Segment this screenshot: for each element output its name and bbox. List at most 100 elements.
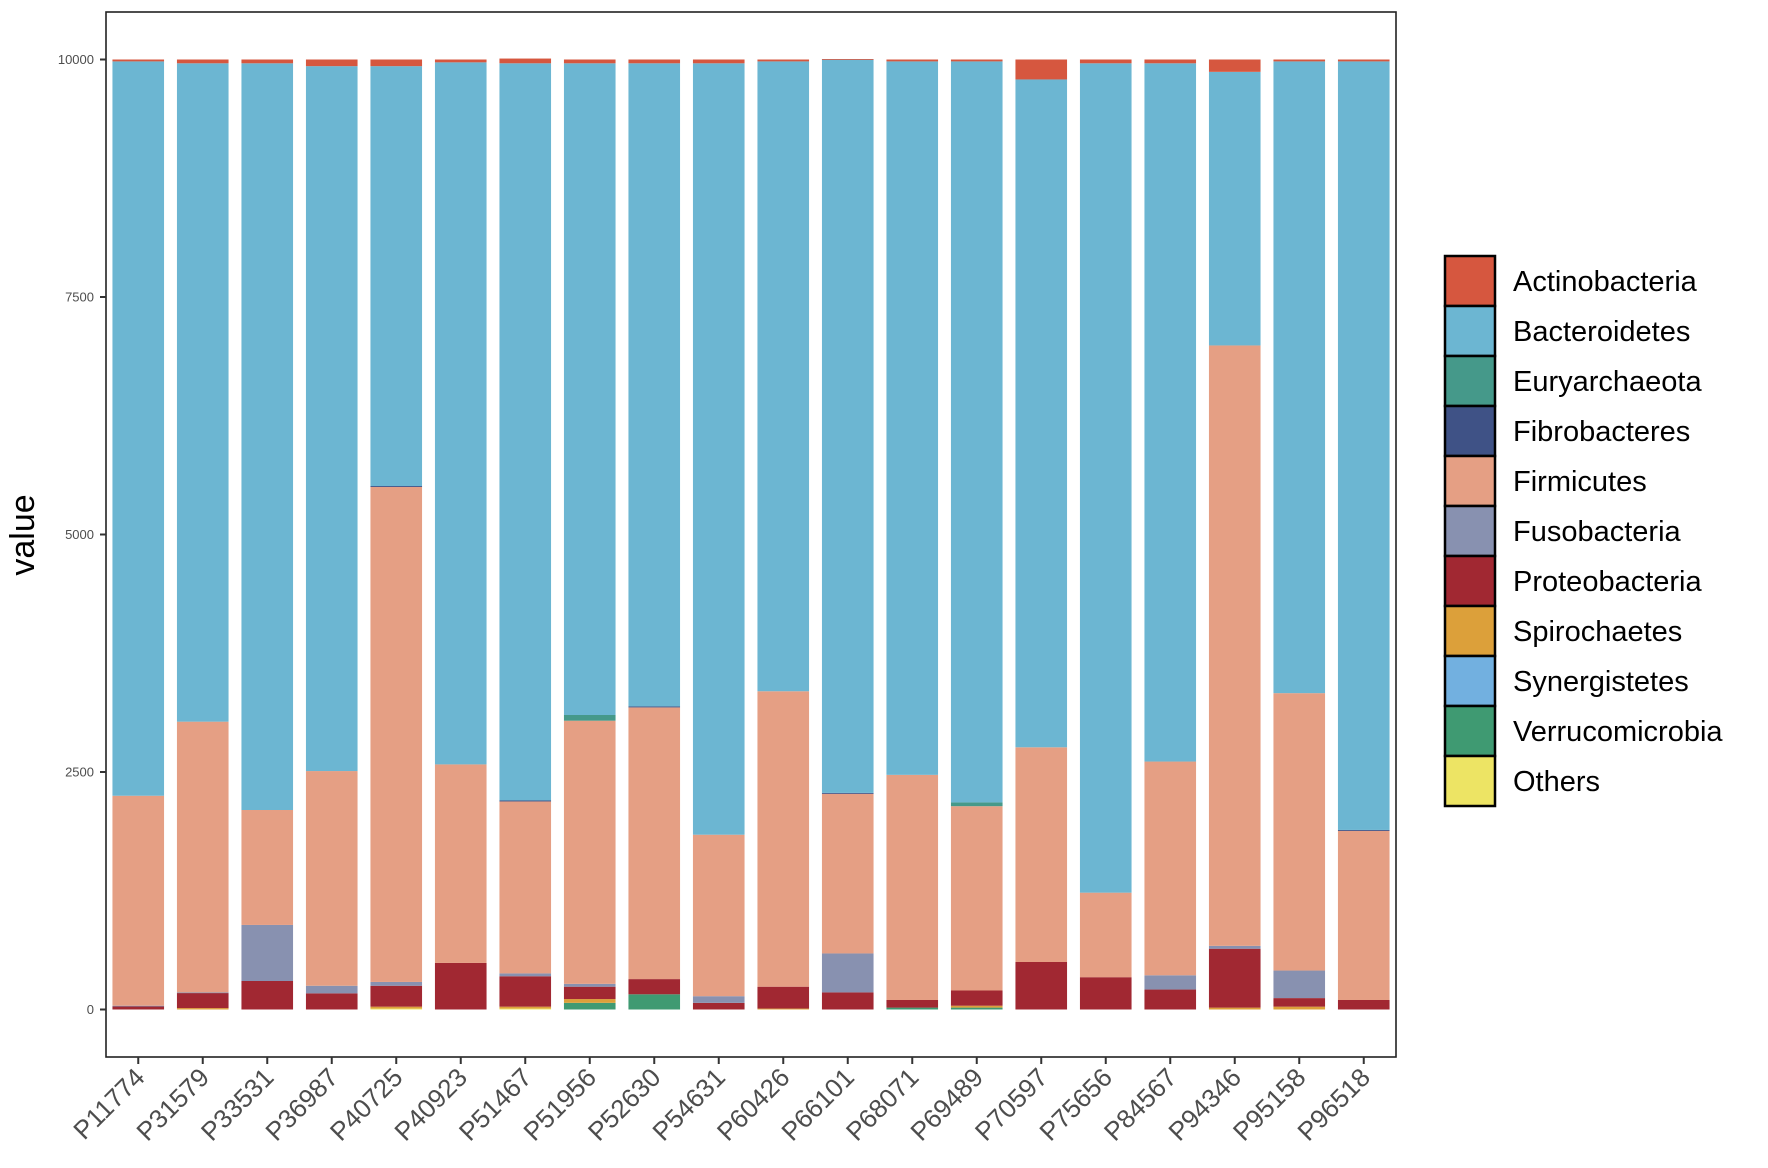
- bar-segment-bacteroidetes-p75656: [1079, 63, 1132, 893]
- legend-swatch-others: [1443, 754, 1497, 808]
- bar-segment-bacteroidetes-p11774: [112, 61, 165, 796]
- bar-segment-fusobacteria-p40725: [370, 981, 423, 986]
- bar-segment-fusobacteria-p95158: [1273, 970, 1326, 999]
- bars-group: [112, 58, 1390, 1010]
- bar-segment-fibrobacteres-p52630: [628, 706, 681, 708]
- legend: Actinobacteria Bacteroidetes Euryarchaeota…: [1443, 254, 1723, 808]
- bar-segment-euryarchaeota-p51956: [563, 715, 616, 721]
- bar-segment-spirochaetes-p60426: [757, 1008, 810, 1010]
- bar-segment-firmicutes-p94346: [1208, 345, 1261, 946]
- bar-segment-bacteroidetes-p33531: [241, 63, 294, 811]
- bar-segment-firmicutes-p33531: [241, 810, 294, 925]
- bar-segment-proteobacteria-p51467: [499, 976, 552, 1007]
- bar-segment-bacteroidetes-p84567: [1144, 63, 1197, 762]
- plot-panel: [105, 11, 1397, 1058]
- bar-segment-bacteroidetes-p54631: [692, 63, 745, 835]
- bar-segment-proteobacteria-p66101: [821, 992, 874, 1010]
- bar-segment-spirochaetes-p31579: [176, 1008, 229, 1010]
- legend-label-actinobacteria: Actinobacteria: [1513, 266, 1698, 298]
- bar-segment-firmicutes-p54631: [692, 834, 745, 997]
- bar-segment-firmicutes-p75656: [1079, 892, 1132, 978]
- bar-segment-actinobacteria-p33531: [241, 59, 294, 64]
- bar-segment-spirochaetes-p94346: [1208, 1007, 1261, 1010]
- bar-segment-firmicutes-p70597: [1015, 747, 1068, 962]
- bar-segment-firmicutes-p66101: [821, 793, 874, 954]
- bar-segment-spirochaetes-p69489: [950, 1005, 1003, 1008]
- bar-segment-actinobacteria-p84567: [1144, 59, 1197, 64]
- bar-segment-bacteroidetes-p95158: [1273, 61, 1326, 694]
- bar-segment-proteobacteria-p96518: [1337, 1000, 1390, 1010]
- y-axis: 0 2500 5000 7500 10000: [58, 52, 106, 1017]
- y-tick-label: 0: [87, 1002, 94, 1017]
- legend-swatch-verrucomicrobia: [1443, 704, 1497, 758]
- bar-segment-actinobacteria-p54631: [692, 59, 745, 64]
- bar-segment-fusobacteria-p66101: [821, 953, 874, 993]
- bar-segment-verrucomicrobia-p68071: [886, 1007, 939, 1010]
- bar-segment-firmicutes-p69489: [950, 806, 1003, 991]
- bar-segment-proteobacteria-p11774: [112, 1006, 165, 1010]
- bar-segment-others-p40725: [370, 1008, 423, 1010]
- bar-segment-proteobacteria-p52630: [628, 979, 681, 995]
- bar-segment-actinobacteria-p52630: [628, 59, 681, 64]
- y-tick-label: 10000: [58, 52, 94, 67]
- bar-segment-fusobacteria-p11774: [112, 1005, 165, 1007]
- bar-segment-actinobacteria-p94346: [1208, 59, 1261, 72]
- bar-segment-actinobacteria-p70597: [1015, 59, 1068, 80]
- bar-segment-verrucomicrobia-p51956: [563, 1002, 616, 1010]
- bar-segment-fibrobacteres-p66101: [821, 792, 874, 794]
- legend-label-fusobacteria: Fusobacteria: [1513, 516, 1682, 548]
- legend-swatch-firmicutes: [1443, 454, 1497, 508]
- bar-segment-firmicutes-p52630: [628, 707, 681, 980]
- bar-segment-proteobacteria-p33531: [241, 981, 294, 1010]
- bar-segment-actinobacteria-p51467: [499, 58, 552, 64]
- bar-segment-actinobacteria-p40923: [434, 59, 487, 63]
- legend-swatch-spirochaetes: [1443, 604, 1497, 658]
- x-axis: P11774P31579P33531P36987P40725P40923P514…: [67, 1057, 1376, 1147]
- bar-segment-bacteroidetes-p96518: [1337, 61, 1390, 830]
- bar-segment-bacteroidetes-p40923: [434, 62, 487, 765]
- bar-segment-proteobacteria-p40725: [370, 985, 423, 1007]
- legend-swatch-actinobacteria: [1443, 254, 1497, 308]
- legend-swatch-fusobacteria: [1443, 504, 1497, 558]
- bar-segment-firmicutes-p84567: [1144, 761, 1197, 976]
- bar-segment-actinobacteria-p40725: [370, 59, 423, 67]
- bar-segment-proteobacteria-p60426: [757, 986, 810, 1009]
- bar-segment-proteobacteria-p84567: [1144, 989, 1197, 1010]
- y-axis-title: value: [4, 494, 42, 575]
- bar-segment-firmicutes-p40725: [370, 487, 423, 982]
- legend-swatch-euryarchaeota: [1443, 354, 1497, 408]
- legend-label-spirochaetes: Spirochaetes: [1513, 616, 1682, 648]
- bar-segment-proteobacteria-p75656: [1079, 977, 1132, 1010]
- bar-segment-fusobacteria-p54631: [692, 996, 745, 1003]
- bar-segment-firmicutes-p36987: [305, 771, 358, 986]
- bar-segment-firmicutes-p51956: [563, 720, 616, 984]
- bar-segment-bacteroidetes-p94346: [1208, 71, 1261, 346]
- bar-segment-fusobacteria-p36987: [305, 985, 358, 994]
- bar-segment-spirochaetes-p51956: [563, 999, 616, 1003]
- legend-label-firmicutes: Firmicutes: [1513, 466, 1647, 498]
- y-tick-label: 5000: [65, 527, 94, 542]
- bar-segment-fusobacteria-p51956: [563, 983, 616, 987]
- bar-segment-proteobacteria-p36987: [305, 993, 358, 1010]
- bar-segment-bacteroidetes-p66101: [821, 59, 874, 793]
- bar-segment-fusobacteria-p51467: [499, 973, 552, 977]
- bar-segment-proteobacteria-p69489: [950, 990, 1003, 1006]
- bar-segment-bacteroidetes-p52630: [628, 63, 681, 707]
- bar-segment-bacteroidetes-p51956: [563, 63, 616, 716]
- bar-segment-proteobacteria-p95158: [1273, 998, 1326, 1007]
- legend-swatch-proteobacteria: [1443, 554, 1497, 608]
- bar-segment-actinobacteria-p95158: [1273, 59, 1326, 62]
- bar-segment-firmicutes-p60426: [757, 691, 810, 987]
- bar-segment-verrucomicrobia-p52630: [628, 994, 681, 1010]
- bar-segment-firmicutes-p40923: [434, 764, 487, 963]
- bar-segment-actinobacteria-p36987: [305, 59, 358, 67]
- bar-segment-spirochaetes-p40725: [370, 1006, 423, 1009]
- legend-label-others: Others: [1513, 766, 1600, 798]
- bar-segment-actinobacteria-p31579: [176, 59, 229, 64]
- bar-segment-bacteroidetes-p69489: [950, 61, 1003, 803]
- legend-label-verrucomicrobia: Verrucomicrobia: [1513, 716, 1723, 748]
- bar-segment-actinobacteria-p69489: [950, 59, 1003, 62]
- bar-segment-fusobacteria-p94346: [1208, 945, 1261, 949]
- bar-segment-bacteroidetes-p36987: [305, 66, 358, 772]
